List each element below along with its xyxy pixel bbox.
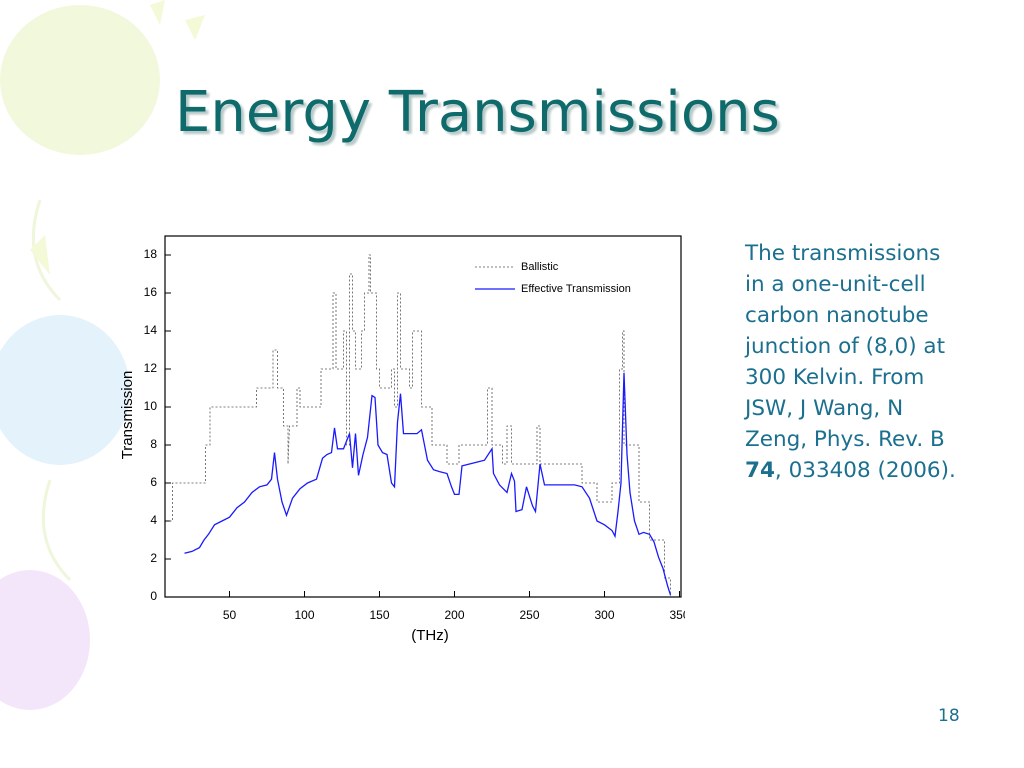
y-tick-label: 10 (144, 399, 158, 413)
y-tick-label: 18 (144, 247, 158, 261)
x-tick-label: 200 (444, 608, 464, 622)
x-tick-label: 300 (594, 608, 614, 622)
y-tick-label: 12 (144, 361, 158, 375)
legend-label: Effective Transmission (521, 283, 631, 295)
x-tick-label: 50 (223, 608, 237, 622)
caption-volume: 74 (745, 458, 775, 483)
legend-label: Ballistic (521, 261, 559, 273)
y-tick-label: 2 (150, 551, 157, 565)
y-tick-label: 0 (150, 589, 157, 603)
series-line (169, 254, 671, 597)
y-tick-label: 8 (150, 437, 157, 451)
chart: 0 2 4 6 8 10 12 14 16 18 50 100 150 200 250 300 350 (THz)… (119, 235, 685, 644)
page-number: 18 (938, 706, 960, 726)
y-axis-label: Transmission (119, 371, 136, 460)
x-tick-label: 350 (669, 608, 685, 622)
y-tick-label: 6 (150, 475, 157, 489)
caption: The transmissions in a one-unit-cell car… (745, 238, 960, 486)
sun-ray (185, 15, 205, 40)
y-tick-label: 16 (144, 285, 158, 299)
x-tick-label: 150 (369, 608, 389, 622)
balloon (0, 5, 160, 155)
balloon (0, 570, 90, 710)
slide-title: Energy Transmissions (175, 80, 780, 145)
y-tick-label: 14 (144, 323, 158, 337)
sun-ray (30, 235, 50, 275)
balloon (0, 315, 130, 465)
sun-ray (150, 0, 165, 25)
x-tick-label: 100 (294, 608, 314, 622)
caption-text: , 033408 (2006). (774, 458, 956, 483)
x-axis-label: (THz) (411, 627, 449, 644)
y-tick-label: 4 (150, 513, 157, 527)
x-tick-label: 250 (519, 608, 539, 622)
caption-text: The transmissions in a one-unit-cell car… (745, 241, 946, 452)
series-line (184, 372, 672, 596)
plot-frame (164, 235, 682, 598)
